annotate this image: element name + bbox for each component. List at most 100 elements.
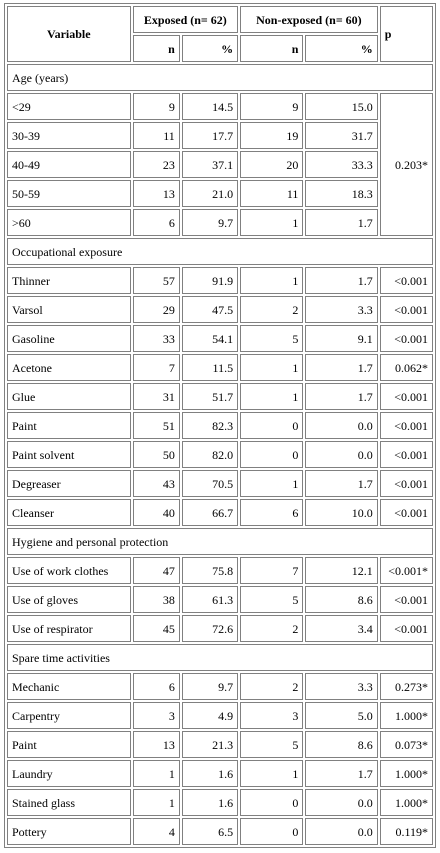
section-title: Occupational exposure (7, 238, 433, 265)
nonexposed-pct: 9.1 (305, 325, 378, 352)
section-title: Age (years) (7, 64, 433, 91)
exposed-pct: 11.5 (181, 354, 239, 381)
nonexposed-n: 19 (240, 122, 304, 149)
row-label: 30-39 (7, 122, 131, 149)
p-value: <0.001 (379, 499, 433, 526)
nonexposed-n: 1 (240, 354, 304, 381)
exposed-pct: 82.0 (181, 441, 239, 468)
exposed-pct: 75.8 (181, 557, 239, 584)
exposed-n: 9 (132, 93, 180, 120)
nonexposed-pct: 0.0 (305, 818, 378, 845)
exposed-pct: 91.9 (181, 267, 239, 294)
header-exposed: Exposed (n= 62) (132, 6, 239, 33)
exposed-pct: 21.3 (181, 731, 239, 758)
table-row: Use of respirator 45 72.6 2 3.4 <0.001 (7, 615, 433, 642)
nonexposed-pct: 1.7 (305, 760, 378, 787)
exposed-n: 47 (132, 557, 180, 584)
exposed-pct: 37.1 (181, 151, 239, 178)
row-label: Use of respirator (7, 615, 131, 642)
p-value: 0.073* (379, 731, 433, 758)
nonexposed-pct: 3.4 (305, 615, 378, 642)
p-value: <0.001 (379, 586, 433, 613)
table-row: Paint solvent 50 82.0 0 0.0 <0.001 (7, 441, 433, 468)
row-label: Varsol (7, 296, 131, 323)
exposed-pct: 1.6 (181, 760, 239, 787)
p-value: <0.001 (379, 615, 433, 642)
exposed-pct: 61.3 (181, 586, 239, 613)
nonexposed-n: 1 (240, 383, 304, 410)
table-row: Carpentry 3 4.9 3 5.0 1.000* (7, 702, 433, 729)
table-row: 30-39 11 17.7 19 31.7 (7, 122, 433, 149)
nonexposed-n: 20 (240, 151, 304, 178)
nonexposed-pct: 1.7 (305, 354, 378, 381)
row-label: <29 (7, 93, 131, 120)
nonexposed-n: 1 (240, 760, 304, 787)
row-label: >60 (7, 209, 131, 236)
p-value: <0.001 (379, 441, 433, 468)
p-value: 1.000* (379, 760, 433, 787)
nonexposed-pct: 15.0 (305, 93, 378, 120)
table-row: 50-59 13 21.0 11 18.3 (7, 180, 433, 207)
exposed-pct: 17.7 (181, 122, 239, 149)
row-label: Carpentry (7, 702, 131, 729)
p-value: 0.119* (379, 818, 433, 845)
row-label: Laundry (7, 760, 131, 787)
exposed-n: 31 (132, 383, 180, 410)
row-label: Stained glass (7, 789, 131, 816)
p-value: 0.062* (379, 354, 433, 381)
p-value: <0.001 (379, 470, 433, 497)
section-row: Spare time activities (7, 644, 433, 671)
exposed-pct: 4.9 (181, 702, 239, 729)
nonexposed-pct: 1.7 (305, 209, 378, 236)
exposed-pct: 1.6 (181, 789, 239, 816)
nonexposed-n: 0 (240, 412, 304, 439)
p-value: <0.001* (379, 557, 433, 584)
p-value: <0.001 (379, 325, 433, 352)
row-label: Glue (7, 383, 131, 410)
nonexposed-pct: 0.0 (305, 441, 378, 468)
table-row: >60 6 9.7 1 1.7 (7, 209, 433, 236)
exposed-n: 11 (132, 122, 180, 149)
nonexposed-pct: 3.3 (305, 296, 378, 323)
exposed-pct: 51.7 (181, 383, 239, 410)
table-row: Varsol 29 47.5 2 3.3 <0.001 (7, 296, 433, 323)
nonexposed-pct: 0.0 (305, 412, 378, 439)
row-label: Paint (7, 412, 131, 439)
header-non-exposed: Non-exposed (n= 60) (240, 6, 378, 33)
exposed-pct: 6.5 (181, 818, 239, 845)
nonexposed-n: 0 (240, 818, 304, 845)
section-row: Age (years) (7, 64, 433, 91)
nonexposed-n: 1 (240, 267, 304, 294)
table-row: Paint 51 82.3 0 0.0 <0.001 (7, 412, 433, 439)
nonexposed-pct: 8.6 (305, 586, 378, 613)
table-row: Use of gloves 38 61.3 5 8.6 <0.001 (7, 586, 433, 613)
exposed-pct: 72.6 (181, 615, 239, 642)
row-label: 40-49 (7, 151, 131, 178)
p-value: 0.273* (379, 673, 433, 700)
exposed-n: 45 (132, 615, 180, 642)
exposed-pct: 9.7 (181, 209, 239, 236)
header-variable: Variable (7, 6, 131, 62)
exposed-n: 38 (132, 586, 180, 613)
exposed-pct: 82.3 (181, 412, 239, 439)
row-label: Gasoline (7, 325, 131, 352)
row-label: 50-59 (7, 180, 131, 207)
nonexposed-pct: 0.0 (305, 789, 378, 816)
nonexposed-n: 6 (240, 499, 304, 526)
section-row: Occupational exposure (7, 238, 433, 265)
nonexposed-n: 11 (240, 180, 304, 207)
p-value: 1.000* (379, 789, 433, 816)
table-row: Glue 31 51.7 1 1.7 <0.001 (7, 383, 433, 410)
nonexposed-pct: 8.6 (305, 731, 378, 758)
table-row: Stained glass 1 1.6 0 0.0 1.000* (7, 789, 433, 816)
nonexposed-n: 2 (240, 296, 304, 323)
nonexposed-pct: 18.3 (305, 180, 378, 207)
row-label: Use of gloves (7, 586, 131, 613)
nonexposed-pct: 33.3 (305, 151, 378, 178)
row-label: Mechanic (7, 673, 131, 700)
exposed-n: 13 (132, 731, 180, 758)
nonexposed-pct: 31.7 (305, 122, 378, 149)
table-row: Acetone 7 11.5 1 1.7 0.062* (7, 354, 433, 381)
p-value: <0.001 (379, 383, 433, 410)
row-label: Degreaser (7, 470, 131, 497)
